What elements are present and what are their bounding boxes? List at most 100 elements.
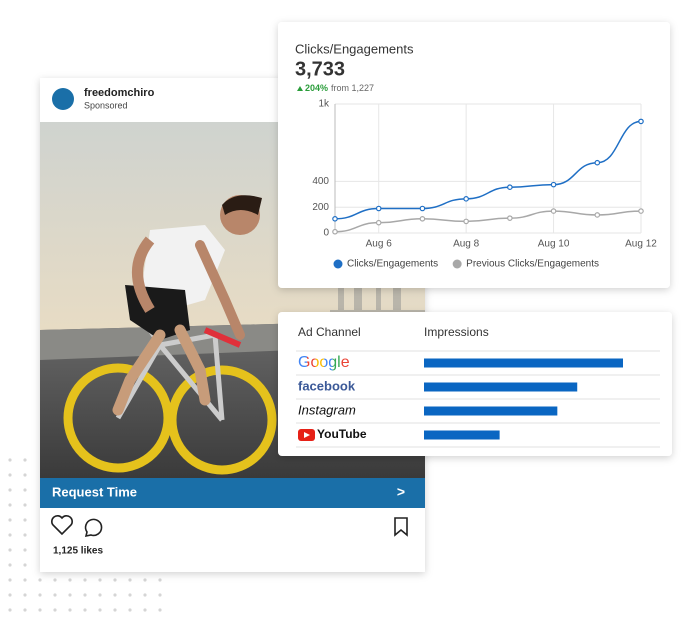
y-tick-label: 1k <box>318 99 330 110</box>
dot <box>38 593 42 597</box>
like-icon[interactable] <box>51 515 73 536</box>
dot <box>113 593 117 597</box>
x-tick-label: Aug 6 <box>366 239 393 250</box>
dot <box>8 458 12 462</box>
point <box>463 218 469 225</box>
dot <box>158 578 162 582</box>
dot <box>113 608 117 612</box>
x-tick-label: Aug 12 <box>625 239 657 250</box>
up-arrow <box>297 86 303 91</box>
impression-bar <box>424 430 500 440</box>
dot <box>8 533 12 537</box>
point <box>419 216 426 222</box>
cta-label[interactable]: Request Time <box>52 484 137 499</box>
comment-icon[interactable] <box>84 518 103 538</box>
dot <box>38 608 42 612</box>
point <box>507 215 513 221</box>
dot <box>23 518 27 522</box>
dot <box>23 458 27 462</box>
channel: YouTube <box>317 427 367 441</box>
point <box>375 205 382 212</box>
chart-card: Clicks/Engagements 3,733 204% from 1,227… <box>278 22 670 288</box>
channel: Instagram <box>298 402 356 417</box>
header: Impressions <box>424 325 489 339</box>
point <box>638 208 644 214</box>
likes: 1,125 likes <box>53 546 103 557</box>
legend-label: Clicks/Engagements <box>347 259 438 270</box>
comparison: from 1,227 <box>331 83 374 93</box>
dot <box>8 488 12 492</box>
dot <box>113 578 117 582</box>
dot <box>143 593 147 597</box>
dot <box>8 593 12 597</box>
legend-marker <box>452 259 462 269</box>
dot <box>53 608 57 612</box>
dot <box>143 608 147 612</box>
dot <box>98 593 102 597</box>
dot <box>8 548 12 552</box>
impression-bar <box>424 406 558 416</box>
point <box>594 212 601 218</box>
dot <box>128 578 132 582</box>
dot <box>23 473 27 477</box>
point <box>638 118 644 125</box>
legend-label: Previous Clicks/Engagements <box>466 259 599 270</box>
dot <box>83 608 87 612</box>
legend-marker <box>333 259 343 269</box>
account: freedomchiro <box>84 87 155 99</box>
channel: facebook <box>298 378 356 393</box>
dot <box>23 608 27 612</box>
save-icon[interactable] <box>394 517 408 537</box>
dot <box>8 503 12 507</box>
change: 204% <box>305 83 328 93</box>
channel: Google <box>298 354 350 371</box>
header: Ad Channel <box>298 325 361 339</box>
dot-grid <box>8 458 162 612</box>
dot <box>23 593 27 597</box>
dot <box>68 608 72 612</box>
ad-table-card: Ad Channel Impressions Google facebook Ins… <box>278 312 672 456</box>
cta-arrow[interactable]: > <box>397 484 405 500</box>
y-tick-label: 0 <box>323 228 329 239</box>
dot <box>53 593 57 597</box>
dot <box>158 593 162 597</box>
dot <box>23 488 27 492</box>
dot <box>23 548 27 552</box>
point <box>594 159 601 166</box>
point <box>375 219 382 226</box>
chart-title: Clicks/Engagements <box>295 41 414 56</box>
dot <box>23 578 27 582</box>
card <box>278 22 670 288</box>
dot <box>8 578 12 582</box>
dot <box>8 563 12 567</box>
dot <box>8 473 12 477</box>
sponsored: Sponsored <box>84 100 128 110</box>
dot <box>23 533 27 537</box>
x-tick-label: Aug 8 <box>453 239 480 250</box>
impression-bar <box>424 358 623 368</box>
dot <box>8 518 12 522</box>
point <box>463 196 469 202</box>
dot <box>98 578 102 582</box>
point <box>550 181 557 188</box>
dot <box>128 593 132 597</box>
y-tick-label: 400 <box>312 176 329 187</box>
dot <box>83 578 87 582</box>
x-tick-label: Aug 10 <box>538 239 570 250</box>
dot <box>23 563 27 567</box>
cta-button[interactable] <box>40 478 425 508</box>
dot <box>68 578 72 582</box>
dot <box>68 593 72 597</box>
point <box>550 208 557 214</box>
dot <box>23 503 27 507</box>
avatar <box>52 88 74 110</box>
dot <box>143 578 147 582</box>
series-line <box>334 210 642 233</box>
dot <box>8 608 12 612</box>
dot <box>53 578 57 582</box>
dot <box>158 608 162 612</box>
dot <box>38 578 42 582</box>
play <box>304 432 310 438</box>
point <box>332 228 338 235</box>
